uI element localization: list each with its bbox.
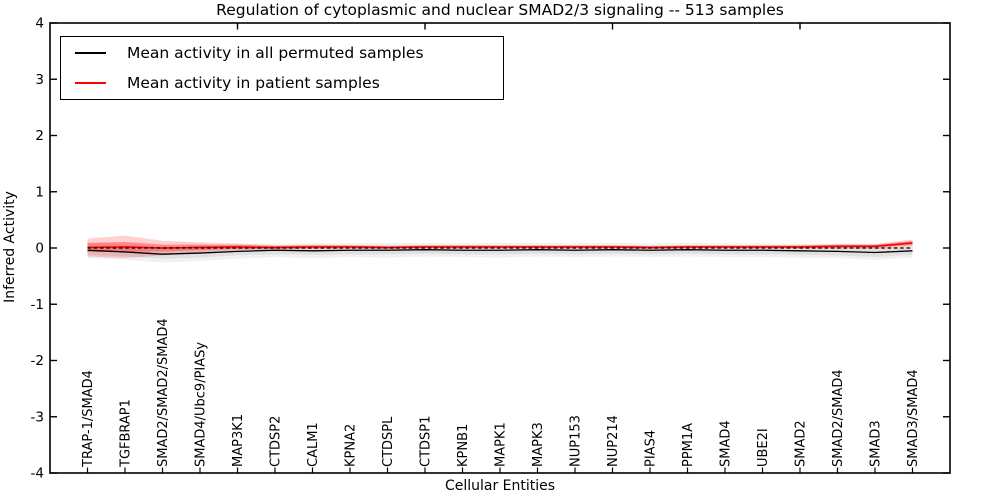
chart-title: Regulation of cytoplasmic and nuclear SM… [216,1,784,19]
x-category-label: MAPK3 [531,422,546,467]
legend-line-swatch-black [75,52,106,54]
series-line-permuted [87,249,913,255]
x-category-label: PIAS4 [644,430,659,467]
y-tick-label: 0 [35,241,44,257]
y-tick-label: -1 [31,297,44,313]
x-category-label: SMAD4/Ubc9/PIASy [194,342,209,467]
y-tick-label: 1 [35,184,44,200]
x-category-label: MAP3K1 [231,414,246,467]
x-category-label: PPM1A [681,423,696,467]
y-axis-label: Inferred Activity [2,191,18,303]
x-axis-label: Cellular Entities [444,478,556,494]
x-category-label: CTDSPL [381,416,396,467]
x-category-label: CALM1 [306,422,321,467]
legend-entry-patient: Mean activity in patient samples [61,69,503,97]
x-category-label: TGFBRAP1 [119,399,134,468]
band-inner-permuted [87,245,913,259]
x-category-label: SMAD3/SMAD4 [906,369,921,467]
x-category-label: SMAD3 [869,420,884,467]
x-category-label: CTDSP2 [269,416,284,467]
legend-entry-permuted: Mean activity in all permuted samples [61,39,503,67]
x-category-label: UBE2I [756,428,771,467]
x-category-label: NUP153 [569,415,584,467]
y-tick-label: 2 [35,128,44,144]
series-line-patient [87,242,913,249]
x-category-label: KPNB1 [456,424,471,467]
y-tick-label: -4 [31,466,44,482]
y-tick-label: 4 [35,16,44,32]
y-tick-label: 3 [35,72,44,88]
y-tick-label: -3 [31,409,44,425]
legend-label: Mean activity in all permuted samples [127,44,424,62]
legend: Mean activity in all permuted samples Me… [60,36,504,100]
x-category-label: SMAD2 [794,420,809,467]
x-category-label: CTDSP1 [419,416,434,467]
y-tick-label: -2 [31,353,44,369]
x-category-label: KPNA2 [344,424,359,467]
x-category-label: NUP214 [606,415,621,467]
x-category-label: SMAD2/SMAD2/SMAD4 [156,318,171,467]
x-category-label: MAPK1 [494,422,509,467]
legend-label: Mean activity in patient samples [127,74,380,92]
x-category-label: TRAP-1/SMAD4 [81,370,96,468]
legend-line-swatch-red [75,82,106,84]
x-category-label: SMAD2/SMAD4 [831,369,846,467]
x-category-label: SMAD4 [719,420,734,467]
